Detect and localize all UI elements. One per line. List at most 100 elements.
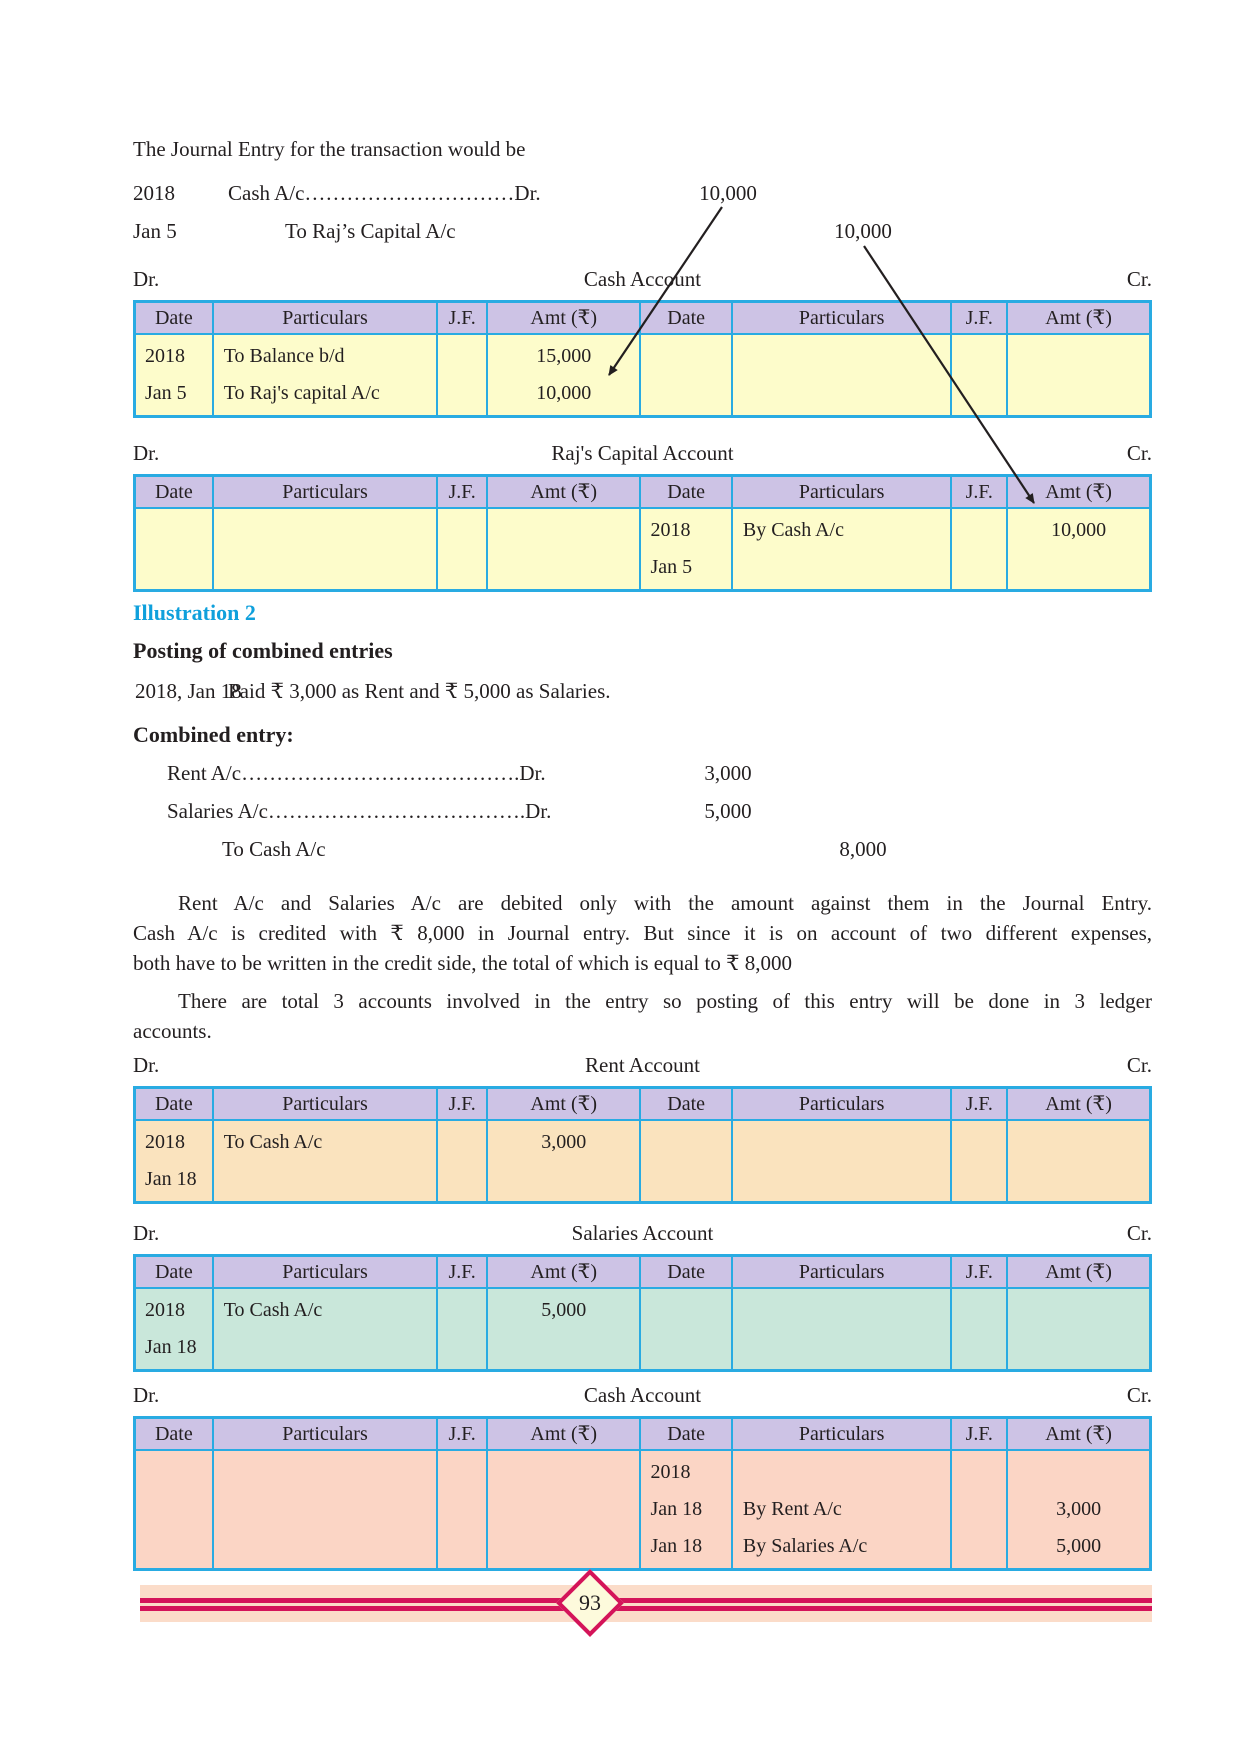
ledger-cell: 2018 Jan 5 [133,333,214,418]
ledger-cell-line: Jan 18 [650,1535,703,1557]
ledger-table-cash-account-2: Date Particulars J.F. Amt (₹) Date Particular… [133,1416,1152,1571]
ledger-cell [436,1287,489,1372]
ledger-header-cell: Particulars [211,1254,439,1289]
ledger-header-cell: J.F. [950,474,1009,509]
ledger-cell: By Rent A/c By Salaries A/c [730,1449,953,1571]
ledger-cell-line: By Salaries A/c [742,1535,868,1557]
ledger-cell-line: 3,000 [1056,1498,1102,1520]
ledger-cell [486,1449,642,1571]
ledger-header-cell: J.F. [950,300,1009,335]
entry-text: Rent A/c………………………………….Dr. [167,761,546,785]
cr-label: Cr. [1126,1053,1152,1077]
dr-label: Dr. [133,1053,160,1077]
ledger-cell-line [215,512,436,549]
ledger-header-cell: Amt (₹) [486,1416,642,1451]
ledger-cell [950,333,1009,418]
ledger-caption: Dr. Cash Account Cr. [133,266,1152,291]
ledger-cell [639,333,733,418]
paragraph-2: There are total 3 accounts involved in t… [133,986,1152,1046]
ledger-header-cell: Amt (₹) [1006,474,1152,509]
paragraph-line: accounts. [133,1019,212,1043]
ledger-cell-line [734,338,949,375]
ledger-header-cell: Particulars [211,474,439,509]
ledger-cell-line [642,338,729,375]
ledger-cell: 2018 Jan 18 Jan 18 [639,1449,733,1571]
entry-debit-amount: 3,000 [704,761,752,785]
ledger-cell-line: 10,000 [536,382,592,404]
ledger-cell: 2018 Jan 5 [639,507,733,592]
ledger-header-cell: Date [133,474,214,509]
entry-debit-amount: 5,000 [704,799,752,823]
ledger-cell [211,1449,439,1571]
ledger-cell-line: 5,000 [541,1299,587,1321]
ledger-cell-line [953,1124,1005,1161]
ledger-header-cell: J.F. [436,474,489,509]
ledger-header-cell: J.F. [950,1086,1009,1121]
ledger-header-cell: Amt (₹) [486,1254,642,1289]
ledger-cell-line: Jan 18 [145,1168,197,1190]
ledger-section-rent-account: Dr. Rent Account Cr. Date Particulars J.F.… [133,1052,1152,1204]
ledger-cell-line [953,1292,1005,1329]
ledger-header-cell: Date [133,300,214,335]
paragraph-1: Rent A/c and Salaries A/c are debited on… [133,888,1152,978]
ledger-cell-line [1009,338,1148,375]
ledger-header-cell: Date [639,1416,733,1451]
ledger-cell-line: To Balance b/d [223,345,345,367]
dr-label: Dr. [133,1383,160,1407]
ledger-cell [436,333,489,418]
ledger-cell-line: Jan 5 [145,382,187,404]
page-footer-band: 93 [140,1569,1152,1637]
ledger-cell-line: By Rent A/c [742,1498,842,1520]
ledger-cell-line: Jan 18 [650,1498,703,1520]
ledger-cell-line: 2018 [650,1461,691,1483]
ledger-cell-line [953,1454,1005,1491]
ledger-cell-line: 2018 [145,1299,185,1321]
ledger-cell [730,1119,953,1204]
ledger-header-cell: Amt (₹) [486,474,642,509]
illustration-heading: Illustration 2 [133,600,256,625]
ledger-cell-line: 2018 [145,345,185,367]
ledger-cell: 10,000 [1006,507,1152,592]
ledger-title: Raj's Capital Account [551,441,734,465]
ledger-cell [950,1449,1009,1571]
ledger-table-salaries-account: Date Particulars J.F. Amt (₹) Date Particular… [133,1254,1152,1372]
entry-text: To Cash A/c [222,837,326,861]
ledger-header-cell: Date [133,1086,214,1121]
ledger-cell-line: To Cash A/c [223,1299,323,1321]
ledger-cell-line: To Raj's capital A/c [223,382,380,404]
ledger-header-cell: Particulars [730,1254,953,1289]
ledger-header-cell: Amt (₹) [486,300,642,335]
ledger-cell [211,507,439,592]
ledger-cell-line [439,338,485,375]
statement-text: Paid ₹ 3,000 as Rent and ₹ 5,000 as Sala… [228,679,611,703]
ledger-cell: To Balance b/d To Raj's capital A/c [211,333,439,418]
cr-label: Cr. [1126,267,1152,291]
ledger-cell-line [953,338,1005,375]
ledger-title: Cash Account [583,1383,702,1407]
ledger-table-cash-account: Date Particulars J.F. Amt (₹) Date Particular… [133,300,1152,418]
dr-label: Dr. [133,1221,160,1245]
ledger-cell [1006,333,1152,418]
illustration-subheading: Posting of combined entries [133,638,393,663]
ledger-header-cell: Particulars [730,474,953,509]
entry-text: Salaries A/c……………………………….Dr. [167,799,552,823]
ledger-header-cell: Particulars [730,1416,953,1451]
ledger-cell: 2018 Jan 18 [133,1119,214,1204]
journal-account-text: To Raj’s Capital A/c [285,219,456,243]
ledger-cell [639,1119,733,1204]
footer-rule-top [140,1598,1152,1603]
journal-debit-amount: 10,000 [699,181,757,205]
ledger-cell [486,507,642,592]
ledger-cell-line [734,1454,949,1491]
ledger-cell-line [439,1292,485,1329]
ledger-cell [133,507,214,592]
ledger-header-cell: Date [639,474,733,509]
ledger-header-cell: J.F. [436,300,489,335]
ledger-cell [1006,1119,1152,1204]
ledger-cell: 2018 Jan 18 [133,1287,214,1372]
ledger-header-cell: Particulars [211,300,439,335]
ledger-cell-line [734,1124,949,1161]
ledger-header-cell: J.F. [436,1254,489,1289]
paragraph-line: both have to be written in the credit si… [133,951,792,975]
ledger-cell-line [439,1454,485,1491]
